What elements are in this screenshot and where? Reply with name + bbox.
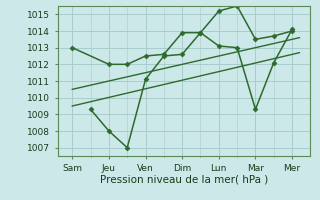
X-axis label: Pression niveau de la mer( hPa ): Pression niveau de la mer( hPa ) — [100, 174, 268, 184]
